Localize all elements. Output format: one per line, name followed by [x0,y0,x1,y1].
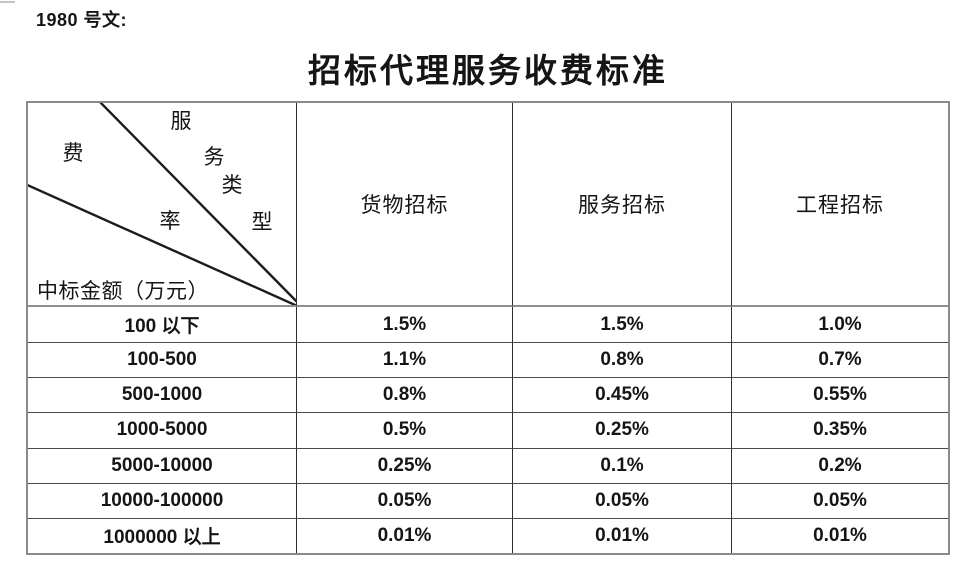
rate-cell: 0.45% [512,377,731,413]
rate-cell: 0.05% [731,482,948,518]
rate-cell: 0.2% [731,447,948,483]
amount-cell: 1000000 以上 [28,517,296,553]
rate-cell: 1.5% [512,307,731,343]
column-header-works: 工程招标 [731,103,948,307]
amount-cell: 10000-100000 [28,482,296,518]
rate-cell: 0.01% [731,517,948,553]
corner-label-service-type-char: 务 [203,145,225,169]
amount-cell: 100 以下 [124,316,200,338]
rate-cell: 0.01% [296,517,512,553]
rate-cell: 0.35% [731,412,948,448]
rate-cell: 1.5% [296,307,512,343]
column-header-goods: 货物招标 [296,103,512,307]
amount-cell: 1000-5000 [28,412,296,447]
corner-label-fee-rate-char: 率 [159,209,181,233]
column-header-services: 服务招标 [512,103,731,307]
corner-label-service-type-char: 服 [170,109,192,133]
rate-cell: 0.05% [512,482,731,518]
rate-cell: 0.5% [296,412,512,448]
rate-cell: 0.55% [731,377,948,413]
corner-label-fee-rate-char: 费 [62,141,84,165]
rate-cell: 0.8% [512,342,731,378]
corner-label-service-type-char: 型 [251,210,273,234]
table-corner-cell: 服 费 务 类 率 型 中标金额（万元） [28,103,296,307]
fee-table: 服 费 务 类 率 型 中标金额（万元） 货物招标 服务招标 工程招标 100 … [26,101,950,555]
corner-label-amount: 中标金额（万元） [37,279,209,303]
rate-cell: 1.1% [296,342,512,378]
doc-reference: 1980 号文: [36,10,128,30]
rate-cell: 0.25% [296,447,512,483]
amount-cell: 500-1000 [28,377,296,412]
rate-cell: 0.25% [512,412,731,448]
rate-cell: 1.0% [731,307,948,343]
rate-cell: 0.1% [512,447,731,483]
amount-cell: 100-500 [28,342,296,377]
corner-label-service-type-char: 类 [221,173,243,197]
rate-cell: 0.01% [512,517,731,553]
amount-cell: 5000-10000 [28,447,296,483]
diagonal-lines [28,103,296,305]
page-edge-artifact [0,1,15,3]
rate-cell: 0.05% [296,482,512,518]
page-title: 招标代理服务收费标准 [308,54,668,90]
rate-cell: 0.7% [731,342,948,378]
rate-cell: 0.8% [296,377,512,413]
